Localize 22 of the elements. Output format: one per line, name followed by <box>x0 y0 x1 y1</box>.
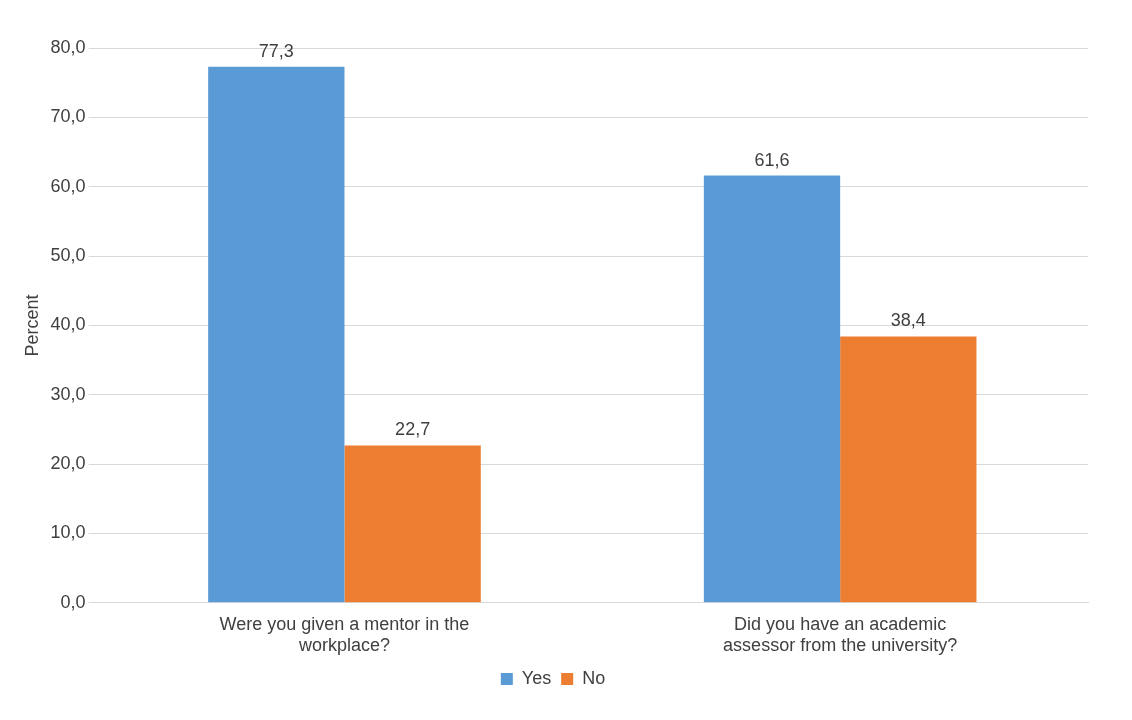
y-tick-label: 0,0 <box>60 591 86 612</box>
data-label: 38,4 <box>890 310 926 331</box>
y-axis-title: Percent <box>21 294 42 357</box>
bar <box>344 445 481 603</box>
data-label: 22,7 <box>395 419 431 440</box>
x-tick-label: Were you given a mentor in the workplace? <box>219 613 470 656</box>
y-tick-label: 30,0 <box>50 383 86 404</box>
y-tick-label: 40,0 <box>50 314 86 335</box>
data-label: 61,6 <box>754 149 790 170</box>
bar <box>208 66 345 603</box>
y-tick-label: 20,0 <box>50 453 86 474</box>
y-tick-label: 80,0 <box>50 36 86 57</box>
bar <box>703 175 841 603</box>
legend-label: No <box>582 667 606 688</box>
y-tick-label: 50,0 <box>50 245 86 266</box>
data-label: 77,3 <box>258 40 294 61</box>
legend-label: Yes <box>521 667 552 688</box>
y-tick-label: 70,0 <box>50 106 86 127</box>
bar <box>840 336 977 603</box>
y-tick-label: 60,0 <box>50 175 86 196</box>
y-tick-label: 10,0 <box>50 522 86 543</box>
x-tick-label: Did you have an academic assessor from the university? <box>723 613 958 656</box>
